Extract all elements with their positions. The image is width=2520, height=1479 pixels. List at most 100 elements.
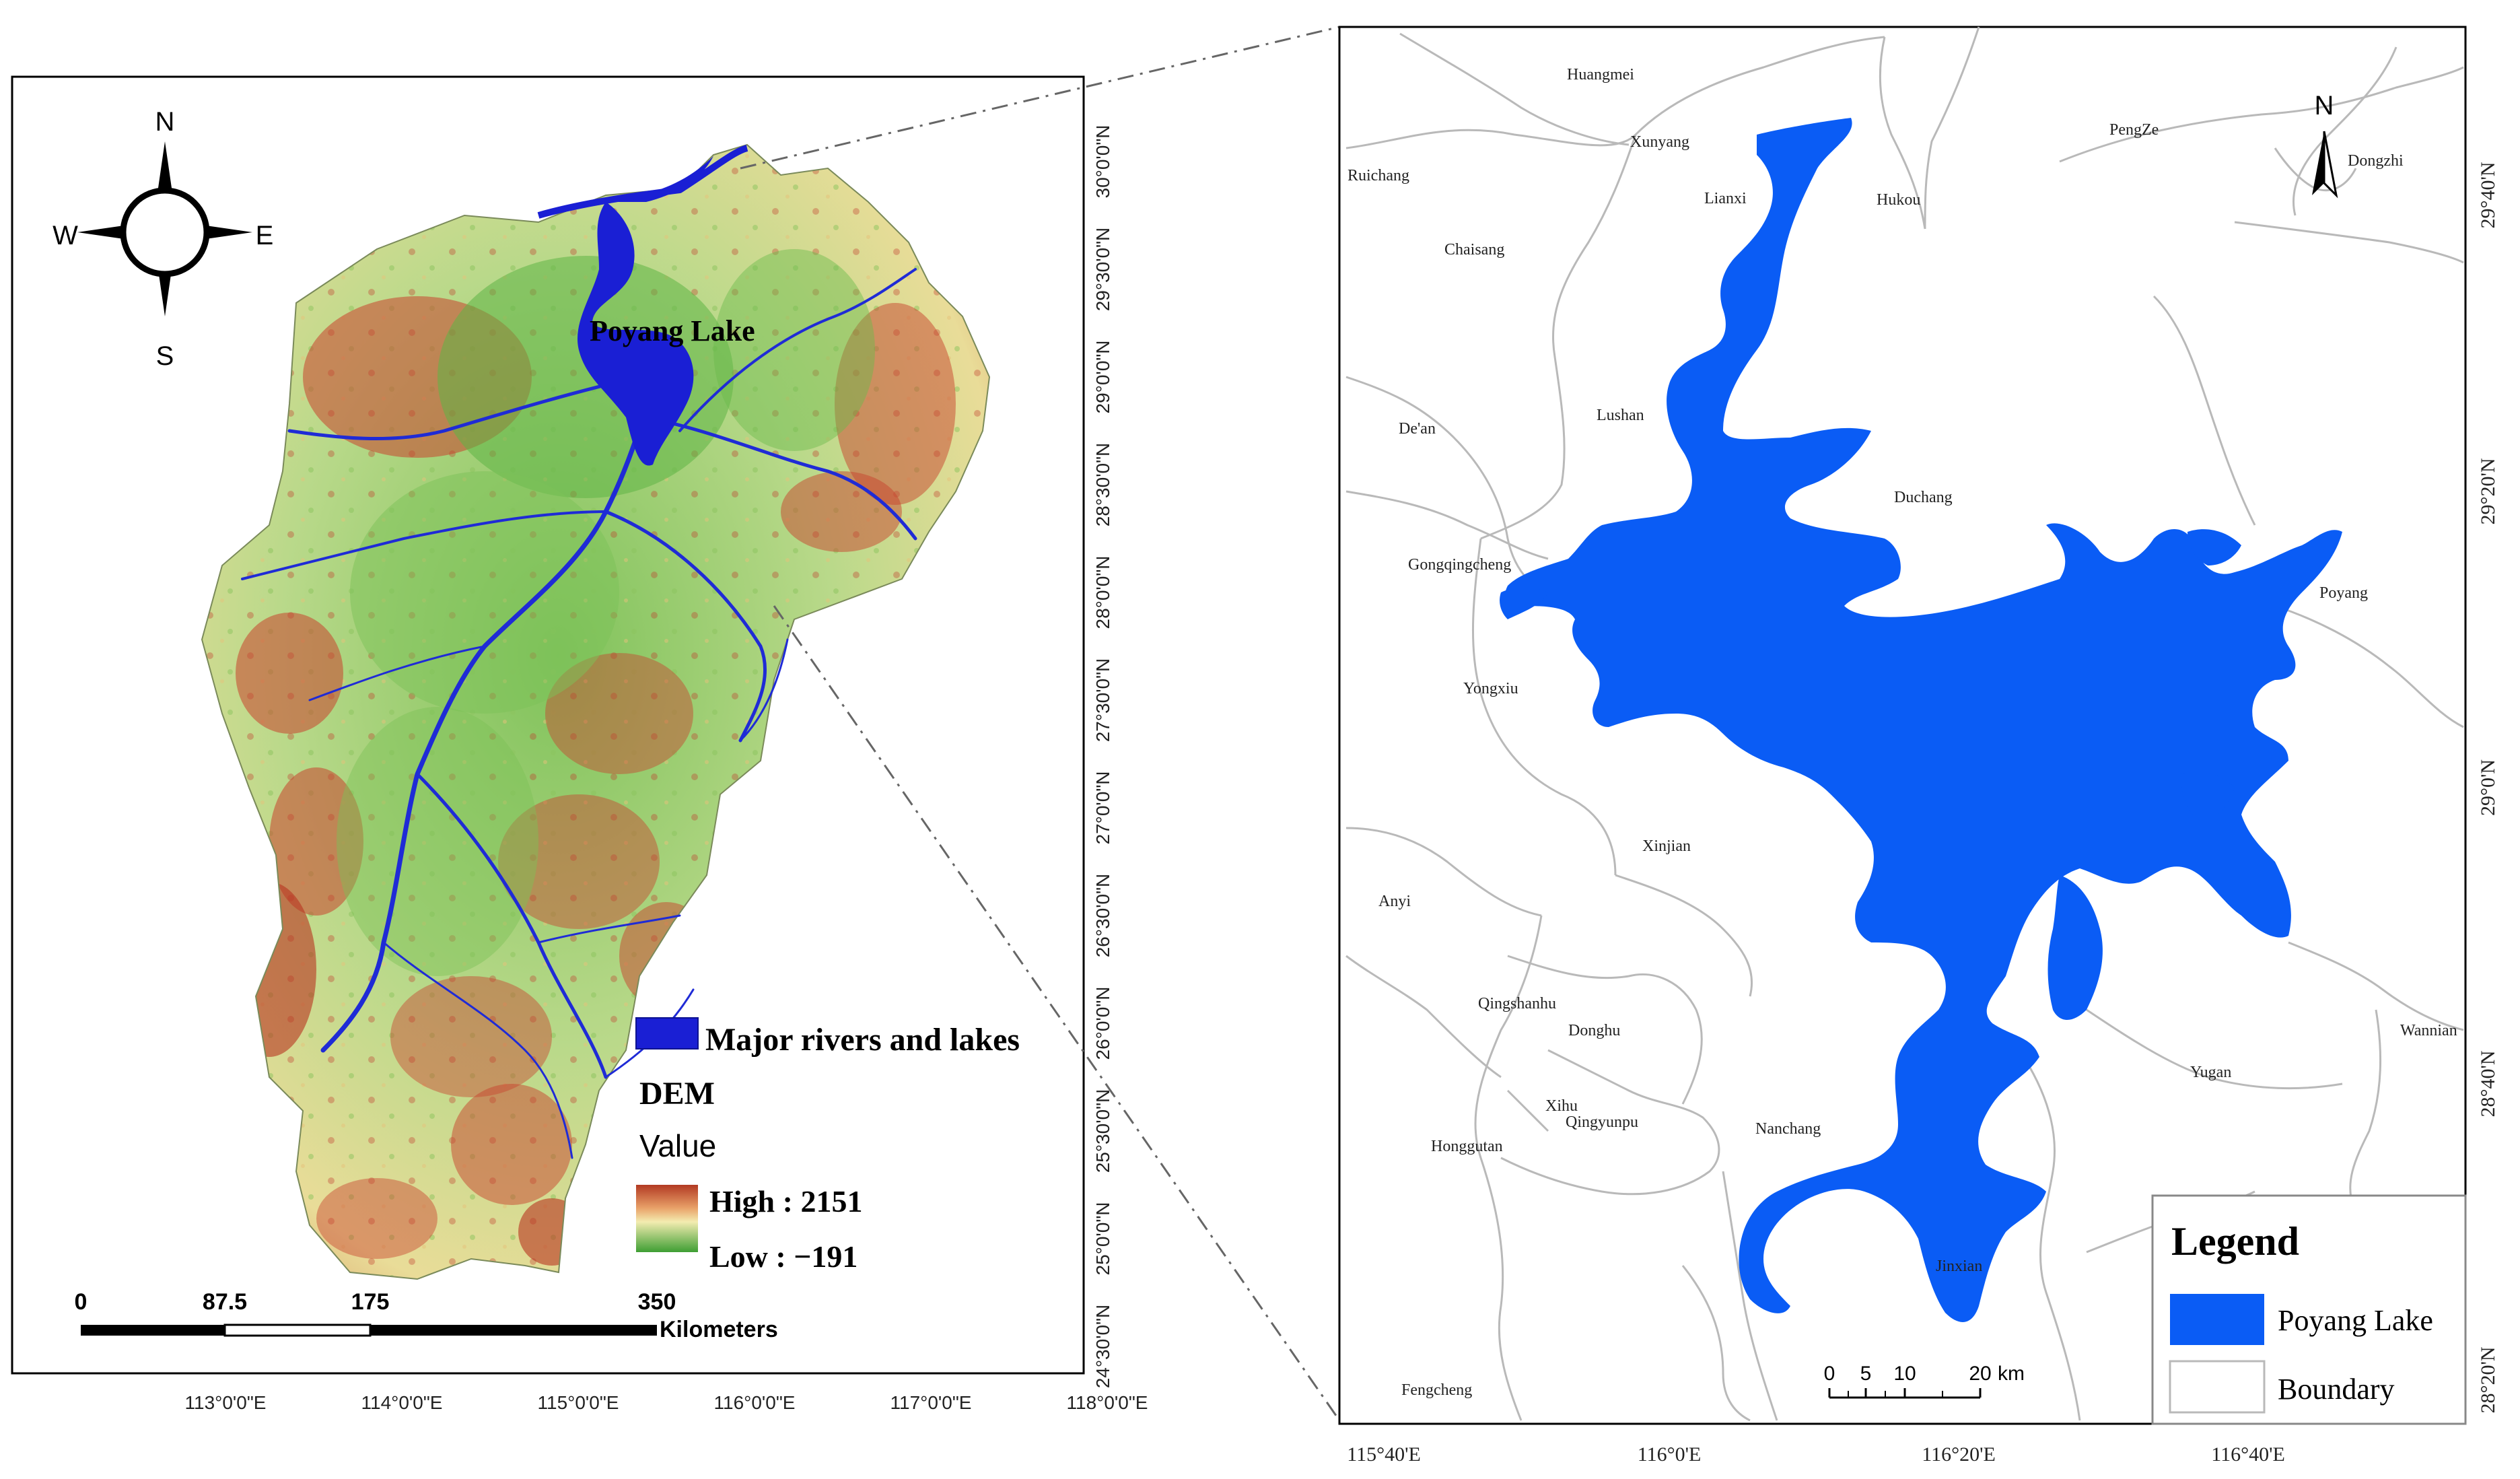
right-scale-bar: 0 5 10 20 km <box>1824 1363 2025 1399</box>
dem-low-label: Low : −191 <box>709 1239 858 1274</box>
right-y-tick: 29°0'N <box>2477 759 2499 816</box>
city-label: De'an <box>1399 420 1436 438</box>
northern-yangtze <box>537 145 748 219</box>
right-legend-title: Legend <box>2171 1219 2299 1264</box>
value-title: Value <box>639 1128 716 1163</box>
left-y-tick: 27°0'0"N <box>1092 771 1113 845</box>
right-y-tick: 28°20'N <box>2477 1346 2499 1413</box>
right-scale-label-10: 10 <box>1893 1363 1916 1385</box>
poyang-lake-right <box>1500 118 2342 1322</box>
scale-unit-label: Kilometers <box>660 1317 778 1342</box>
compass-e-label: E <box>256 221 274 250</box>
city-label: Yugan <box>2190 1064 2231 1081</box>
city-label: Qingshanhu <box>1478 995 1556 1012</box>
left-y-tick: 28°30'0"N <box>1092 443 1113 527</box>
city-label: Poyang <box>2319 584 2368 602</box>
dem-title: DEM <box>639 1076 715 1111</box>
left-x-tick: 116°0'0"E <box>714 1392 796 1413</box>
scale-label-175: 175 <box>351 1289 390 1315</box>
left-y-tick: 24°30'0"N <box>1092 1305 1113 1389</box>
city-label: Xunyang <box>1630 133 1689 151</box>
left-y-axis: 30°0'0"N 29°30'0"N 29°0'0"N 28°30'0"N 28… <box>1092 125 1113 1389</box>
left-x-tick: 115°0'0"E <box>538 1392 619 1413</box>
poyang-lake-swatch <box>2170 1294 2264 1345</box>
north-arrow-label: N <box>2315 91 2334 121</box>
zoom-connectors <box>740 26 1341 1421</box>
city-label: Yongxiu <box>1463 680 1518 697</box>
right-map: N Huangmei Xunyang Ruichang Lianxi Hukou… <box>1338 26 2499 1466</box>
city-label: Lianxi <box>1704 190 1747 207</box>
right-x-axis: 115°40'E 116°0'E 116°20'E 116°40'E <box>1347 1443 2285 1466</box>
left-y-tick: 25°0'0"N <box>1092 1202 1113 1276</box>
right-y-tick: 29°20'N <box>2477 458 2499 524</box>
north-arrow: N <box>2312 91 2338 199</box>
compass-rose: N S W E <box>53 107 273 371</box>
right-scale-label-5: 5 <box>1860 1363 1872 1385</box>
compass-w-label: W <box>53 221 78 250</box>
city-label: Donghu <box>1568 1022 1620 1039</box>
scale-label-0: 0 <box>75 1289 88 1315</box>
county-boundaries <box>1345 26 2464 1422</box>
city-label: Honggutan <box>1431 1138 1503 1155</box>
city-label: Anyi <box>1378 893 1411 910</box>
left-y-tick: 29°0'0"N <box>1092 341 1113 414</box>
city-label: Xinjian <box>1642 837 1691 855</box>
right-scale-label-0: 0 <box>1824 1363 1835 1385</box>
city-label: PengZe <box>2109 121 2159 139</box>
city-label: Wannian <box>2400 1022 2457 1039</box>
city-label: Nanchang <box>1755 1120 1821 1138</box>
scale-label-87-5: 87.5 <box>203 1289 247 1315</box>
left-y-tick: 26°0'0"N <box>1092 987 1113 1060</box>
city-label: Lushan <box>1597 407 1644 424</box>
city-label: Jinxian <box>1936 1258 1982 1275</box>
left-x-axis: 113°0'0"E 114°0'0"E 115°0'0"E 116°0'0"E … <box>185 1392 1148 1413</box>
left-x-tick: 113°0'0"E <box>185 1392 267 1413</box>
city-label: Huangmei <box>1567 66 1634 83</box>
poyang-lake-left <box>577 202 694 466</box>
city-labels: Huangmei Xunyang Ruichang Lianxi Hukou P… <box>1348 66 2457 1399</box>
boundary-swatch <box>2169 1360 2266 1414</box>
left-y-tick: 26°30'0"N <box>1092 874 1113 958</box>
city-label: Dongzhi <box>2348 152 2404 170</box>
compass-s-label: S <box>156 341 174 371</box>
rivers-legend-swatch <box>635 1017 699 1050</box>
jiangxi-boundary <box>201 143 991 1280</box>
rivers-legend-label: Major rivers and lakes <box>705 1022 1020 1058</box>
city-label: Hukou <box>1877 191 1920 209</box>
right-x-tick: 115°40'E <box>1347 1443 1421 1466</box>
dem-high-label: High : 2151 <box>709 1184 862 1218</box>
left-y-tick: 30°0'0"N <box>1092 125 1113 199</box>
city-label: Chaisang <box>1444 241 1504 259</box>
city-label: Fengcheng <box>1401 1381 1472 1399</box>
right-x-tick: 116°0'E <box>1638 1443 1702 1466</box>
left-map: Poyang Lake N S W E Major rivers and lak… <box>11 75 1148 1413</box>
left-legend: Major rivers and lakes DEM Value High : … <box>635 1017 1020 1274</box>
left-y-tick: 25°30'0"N <box>1092 1089 1113 1173</box>
poyang-lake-legend-label: Poyang Lake <box>2278 1304 2433 1337</box>
left-x-tick: 114°0'0"E <box>361 1392 443 1413</box>
city-label: Qingyunpu <box>1566 1113 1638 1131</box>
left-x-tick: 118°0'0"E <box>1067 1392 1148 1413</box>
city-label: Ruichang <box>1348 167 1409 184</box>
right-x-tick: 116°40'E <box>2211 1443 2285 1466</box>
right-legend: Legend Poyang Lake Boundary <box>2151 1194 2467 1425</box>
right-scale-label-20: 20 <box>1969 1363 1991 1385</box>
city-label: Duchang <box>1894 489 1953 506</box>
right-x-tick: 116°20'E <box>1922 1443 1996 1466</box>
dem-color-ramp <box>636 1185 698 1252</box>
right-scale-unit: km <box>1998 1363 2025 1385</box>
city-label: Gongqingcheng <box>1408 556 1511 574</box>
left-x-tick: 117°0'0"E <box>890 1392 972 1413</box>
compass-n-label: N <box>155 107 175 137</box>
poyang-lake-left-label: Poyang Lake <box>590 314 755 347</box>
boundary-legend-label: Boundary <box>2278 1373 2395 1406</box>
right-y-tick: 28°40'N <box>2477 1050 2499 1117</box>
right-y-tick: 29°40'N <box>2477 162 2499 228</box>
left-scale-bar: 0 87.5 175 350 Kilometers <box>75 1289 778 1342</box>
left-y-tick: 29°30'0"N <box>1092 228 1113 312</box>
scale-label-350: 350 <box>638 1289 676 1315</box>
left-y-tick: 27°30'0"N <box>1092 658 1113 743</box>
right-y-axis: 29°40'N 29°20'N 29°0'N 28°40'N 28°20'N <box>2477 162 2499 1413</box>
major-rivers <box>241 268 917 1159</box>
